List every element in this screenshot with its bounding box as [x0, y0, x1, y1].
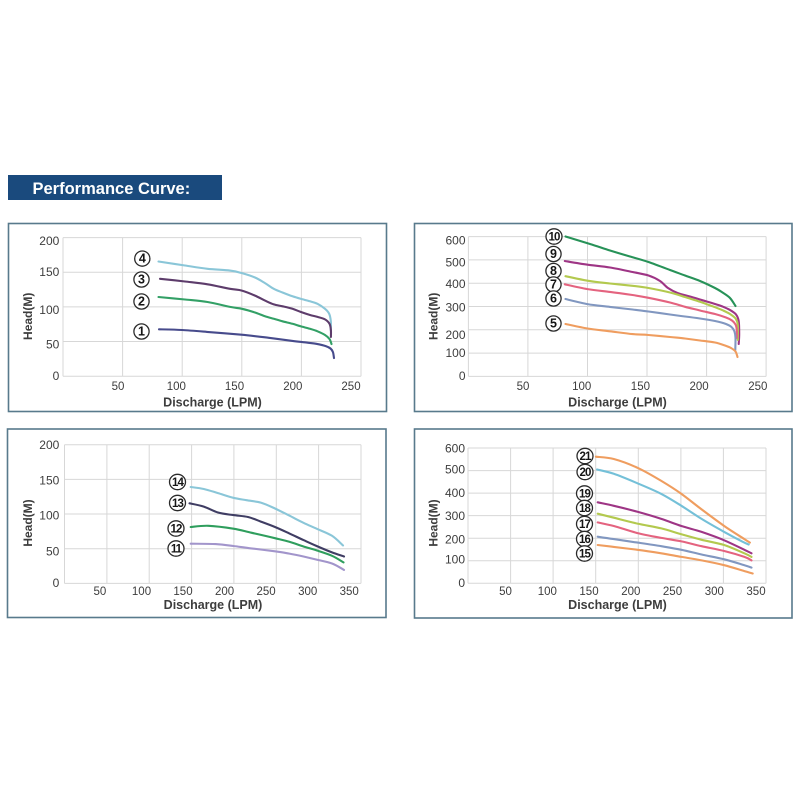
svg-text:400: 400 [445, 486, 465, 500]
svg-text:5: 5 [550, 317, 557, 331]
svg-text:350: 350 [340, 586, 359, 598]
svg-text:350: 350 [746, 586, 765, 598]
svg-text:200: 200 [690, 381, 709, 393]
svg-text:3: 3 [138, 273, 145, 287]
svg-text:18: 18 [579, 503, 591, 515]
svg-text:150: 150 [173, 586, 192, 598]
svg-text:150: 150 [631, 381, 650, 393]
svg-text:150: 150 [39, 473, 59, 487]
svg-text:250: 250 [257, 586, 276, 598]
svg-text:20: 20 [580, 467, 591, 479]
svg-text:19: 19 [579, 488, 590, 500]
svg-text:150: 150 [225, 381, 244, 393]
svg-text:500: 500 [445, 256, 465, 270]
svg-text:100: 100 [132, 586, 151, 598]
svg-text:0: 0 [53, 576, 60, 590]
svg-text:16: 16 [579, 534, 590, 546]
svg-text:500: 500 [445, 463, 465, 477]
svg-text:12: 12 [171, 523, 182, 535]
svg-text:Head(M): Head(M) [21, 499, 35, 546]
svg-text:6: 6 [550, 292, 557, 306]
svg-text:200: 200 [445, 532, 465, 546]
svg-text:7: 7 [550, 278, 557, 292]
svg-text:50: 50 [499, 586, 512, 598]
svg-text:2: 2 [138, 295, 145, 309]
svg-text:0: 0 [459, 369, 466, 383]
svg-text:200: 200 [621, 586, 640, 598]
svg-text:50: 50 [112, 381, 125, 393]
svg-text:0: 0 [53, 369, 60, 383]
svg-text:200: 200 [283, 381, 302, 393]
svg-text:Head(M): Head(M) [427, 293, 441, 340]
svg-text:17: 17 [579, 519, 590, 531]
svg-text:100: 100 [39, 508, 59, 522]
svg-text:100: 100 [445, 553, 465, 567]
svg-text:200: 200 [445, 328, 465, 342]
svg-text:Discharge (LPM): Discharge (LPM) [568, 395, 667, 409]
svg-text:0: 0 [458, 576, 465, 590]
svg-text:150: 150 [39, 265, 59, 279]
svg-text:1: 1 [138, 325, 145, 339]
svg-text:100: 100 [538, 586, 557, 598]
svg-text:600: 600 [445, 233, 465, 247]
svg-text:150: 150 [579, 586, 598, 598]
svg-text:600: 600 [445, 442, 465, 456]
svg-text:50: 50 [517, 381, 530, 393]
svg-text:14: 14 [172, 477, 184, 489]
svg-text:Head(M): Head(M) [427, 499, 441, 546]
svg-text:100: 100 [39, 303, 59, 317]
svg-text:200: 200 [39, 438, 59, 452]
svg-text:50: 50 [94, 586, 107, 598]
svg-text:300: 300 [445, 509, 465, 523]
svg-text:100: 100 [167, 381, 186, 393]
svg-text:250: 250 [341, 381, 360, 393]
svg-text:21: 21 [580, 451, 592, 463]
svg-text:200: 200 [39, 234, 59, 248]
svg-text:8: 8 [550, 264, 557, 278]
svg-text:10: 10 [549, 231, 560, 243]
svg-text:300: 300 [705, 586, 724, 598]
svg-text:300: 300 [298, 586, 317, 598]
svg-text:250: 250 [748, 381, 767, 393]
svg-text:200: 200 [215, 586, 234, 598]
svg-text:Head(M): Head(M) [21, 293, 35, 340]
svg-text:100: 100 [445, 346, 465, 360]
svg-text:50: 50 [46, 337, 60, 351]
svg-text:11: 11 [171, 543, 183, 555]
svg-text:13: 13 [172, 498, 183, 510]
svg-text:300: 300 [445, 301, 465, 315]
svg-text:Discharge (LPM): Discharge (LPM) [164, 598, 263, 612]
svg-text:400: 400 [445, 277, 465, 291]
svg-text:Discharge (LPM): Discharge (LPM) [568, 598, 667, 612]
svg-text:15: 15 [579, 548, 591, 560]
svg-text:50: 50 [46, 544, 60, 558]
svg-text:100: 100 [572, 381, 591, 393]
svg-text:Discharge (LPM): Discharge (LPM) [163, 395, 262, 409]
svg-text:4: 4 [139, 252, 146, 266]
svg-text:9: 9 [550, 247, 557, 261]
svg-text:250: 250 [663, 586, 682, 598]
